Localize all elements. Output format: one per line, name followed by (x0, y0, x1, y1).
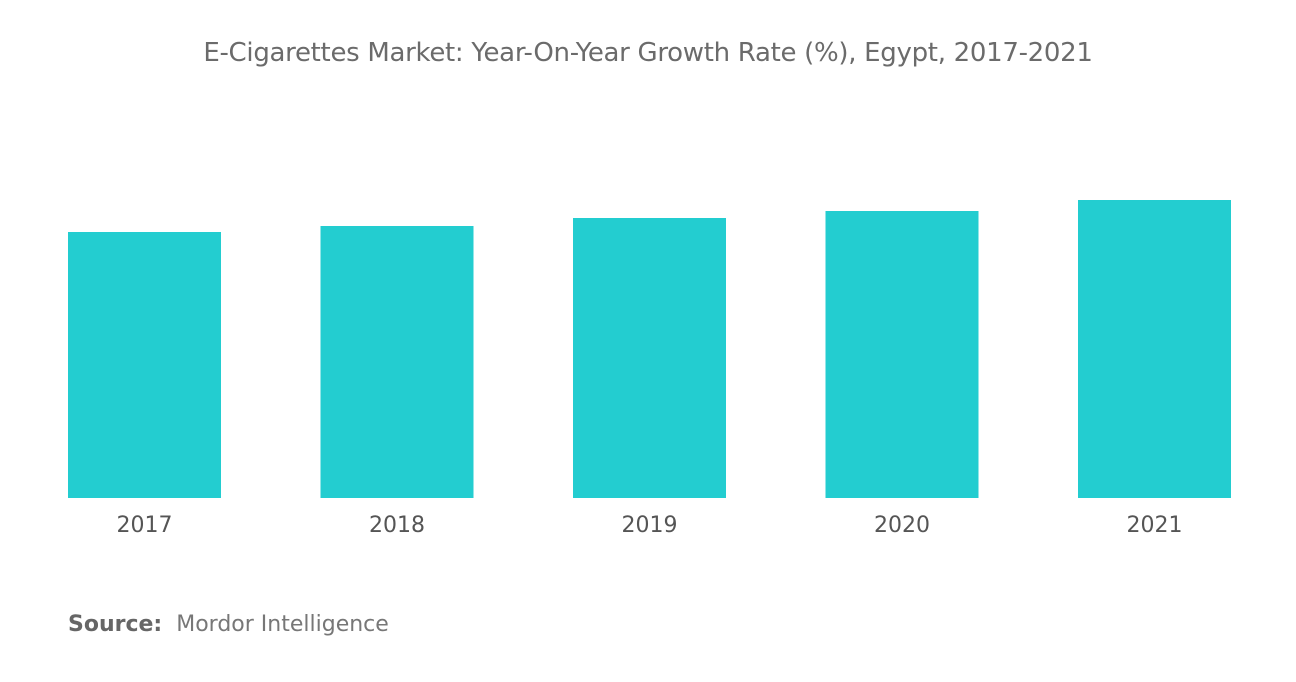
x-tick-label: 2021 (1127, 513, 1183, 538)
bar-2021 (1078, 200, 1231, 498)
bar-chart: 2017 2018 2019 2020 2021 (68, 200, 1231, 538)
x-tick-label: 2020 (874, 513, 930, 538)
x-tick-label: 2017 (117, 513, 173, 538)
bar-2018 (320, 226, 474, 498)
x-tick-label: 2018 (369, 513, 425, 538)
x-tick-label: 2019 (622, 513, 678, 538)
source-value: Mordor Intelligence (176, 612, 389, 637)
source-label: Source: (68, 612, 163, 637)
bar-2019 (573, 218, 726, 498)
source-note: Source: Mordor Intelligence (68, 612, 389, 637)
bar-2020 (825, 211, 979, 498)
chart-title: E-Cigarettes Market: Year-On-Year Growth… (203, 38, 1093, 68)
bar-2017 (68, 232, 221, 498)
